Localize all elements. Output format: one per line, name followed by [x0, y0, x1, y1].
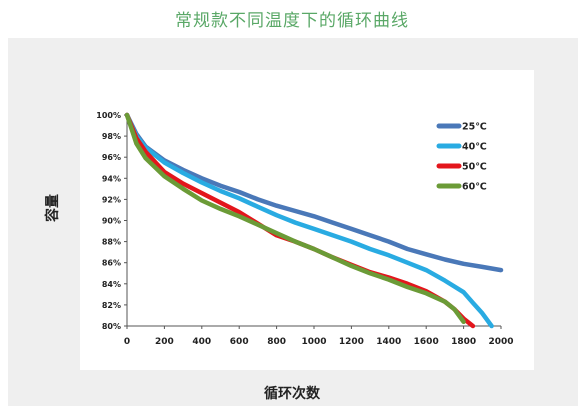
legend-label-4: 60℃ [462, 182, 487, 193]
y-axis-label: 容量 [45, 194, 61, 222]
series-line-2 [124, 112, 494, 329]
y-tick-label: 92% [102, 195, 121, 204]
y-tick-label: 86% [102, 259, 121, 268]
y-tick-label: 98% [102, 132, 121, 141]
plot-background [80, 70, 534, 370]
y-tick-label: 82% [102, 301, 121, 310]
y-axis-label-box: 容量 [34, 190, 74, 290]
page-title: 常规款不同温度下的循环曲线 [175, 11, 409, 31]
x-tick-label: 0 [124, 337, 130, 347]
y-tick-label: 88% [102, 238, 121, 247]
x-tick-label: 400 [192, 337, 211, 347]
x-tick-label: 1000 [301, 337, 326, 347]
x-tick-label: 200 [155, 337, 174, 347]
legend-label-1: 25℃ [462, 122, 487, 133]
cycle-chart: 0 200 400 600 800 1000 1200 1400 1600 1800 2000 80%… [80, 70, 534, 370]
x-tick-label: 1600 [414, 337, 439, 347]
y-tick-label: 96% [102, 153, 121, 162]
y-tick-label: 100% [96, 111, 121, 120]
y-tick-label: 94% [102, 174, 121, 183]
legend: 25℃ 40℃ 50℃ 60℃ [436, 122, 487, 193]
x-tick-label: 600 [230, 337, 249, 347]
series-line-1 [124, 112, 504, 273]
series-line-4 [124, 112, 466, 325]
x-tick-label: 1200 [339, 337, 364, 347]
x-tick-label: 1400 [376, 337, 401, 347]
y-tick-label: 84% [102, 280, 121, 289]
x-tick-label: 2000 [488, 337, 513, 347]
series-lines [124, 112, 504, 329]
legend-label-2: 40℃ [462, 142, 487, 153]
axes: 0 200 400 600 800 1000 1200 1400 1600 1800 2000 80%… [96, 111, 513, 347]
x-tick-label: 800 [267, 337, 286, 347]
legend-label-3: 50℃ [462, 162, 487, 173]
y-tick-label: 90% [102, 217, 121, 226]
y-tick-label: 80% [102, 322, 121, 331]
x-tick-label: 1800 [451, 337, 476, 347]
x-axis-label: 循环次数 [264, 386, 320, 402]
